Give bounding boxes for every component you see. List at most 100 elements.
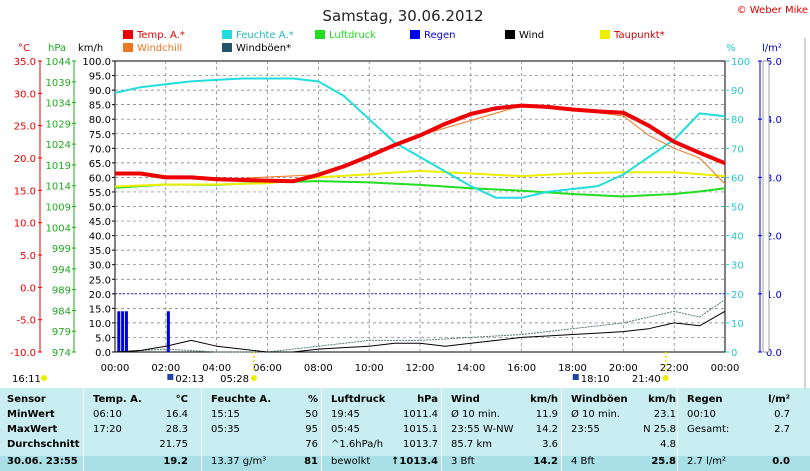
tick-label-wind: 0.0: [95, 348, 111, 359]
press-unit: hPa: [417, 394, 438, 405]
wind-axis-unit: km/h: [78, 43, 103, 54]
rain-header: Regen: [687, 394, 723, 405]
tick-label-pressure: 1009: [46, 203, 71, 214]
tick-label-rain: 2.0: [766, 232, 782, 243]
rain-row-value: 2.7: [774, 424, 790, 435]
sensor-row-label: 30.06. 23:55: [7, 456, 78, 467]
rain-bar: [166, 311, 170, 352]
press-row-value: 1015.1: [403, 424, 438, 435]
wind-row-value: 14.2: [535, 424, 558, 435]
tick-label-temp: 5.0: [20, 251, 36, 262]
tick-label-humidity: 80: [731, 115, 744, 126]
temp-row-value: 21.75: [159, 439, 188, 450]
sunrise-time-label: 05:28: [220, 374, 249, 385]
hum-row-value: 76: [305, 439, 318, 450]
column-separator: [677, 388, 678, 471]
tick-label-wind: 80.0: [89, 115, 111, 126]
rain-row-value: 0.7: [774, 409, 790, 420]
tick-label-wind: 55.0: [89, 188, 111, 199]
tick-label-humidity: 40: [731, 232, 744, 243]
tick-label-wind: 5.0: [95, 333, 111, 344]
tick-label-pressure: 984: [52, 306, 71, 317]
x-tick-label: 04:00: [202, 363, 231, 374]
moonrise-time-label: 02:13: [175, 374, 204, 385]
sun-icon: [41, 375, 47, 381]
sun-moon-markers: 16:11 02:13 05:28 18:10 21:40: [12, 352, 669, 385]
tick-label-humidity: 0: [731, 348, 737, 359]
moon-set-icon: [572, 374, 579, 380]
press-row-label: ^1.6hPa/h: [331, 439, 384, 450]
sensor-panel: [762, 60, 770, 353]
hum-row-value: 95: [305, 424, 318, 435]
series-line-taupunkt: [114, 169, 726, 188]
tick-label-pressure: 1019: [46, 161, 71, 172]
legend-label: Taupunkt*: [613, 30, 665, 41]
tick-label-wind: 95.0: [89, 72, 111, 83]
tick-label-pressure: 1024: [46, 140, 71, 151]
rain-row-label: 00:10: [687, 409, 716, 420]
sensor-row-label: MinWert: [7, 409, 55, 420]
gust-unit: km/h: [648, 394, 676, 405]
wind-row-value: 11.9: [535, 409, 558, 420]
tick-label-humidity: 30: [731, 261, 744, 272]
press-row-value: ↑1013.4: [391, 456, 438, 467]
temp-row-value: 28.3: [165, 424, 188, 435]
x-tick-label: 18:00: [558, 363, 587, 374]
legend-swatch: [600, 30, 610, 39]
legend-swatch: [315, 30, 325, 39]
series-line-feuchte-a: [114, 77, 726, 199]
hum-row-value: 81: [304, 456, 318, 467]
wind-row-label: Ø 10 min.: [451, 409, 500, 420]
tick-label-humidity: 50: [731, 203, 744, 214]
tick-label-pressure: 1034: [46, 99, 71, 110]
press-row-value: 1013.7: [403, 439, 438, 450]
press-row-label: 05:45: [331, 424, 360, 435]
hum-row-label: 05:35: [211, 424, 240, 435]
gust-row-value: N 25.8: [643, 424, 676, 435]
tick-label-humidity: 60: [731, 173, 744, 184]
gust-row-value: 25.8: [651, 456, 676, 467]
hum-row-label: 13.37 g/m³: [211, 456, 267, 467]
x-tick-label: 06:00: [253, 363, 282, 374]
wind-row-label: 3 Bft: [451, 456, 475, 467]
x-tick-label: 20:00: [609, 363, 638, 374]
press-header: Luftdruck: [331, 394, 386, 405]
x-tick-label: 22:00: [660, 363, 689, 374]
tick-label-humidity: 70: [731, 144, 744, 155]
wind-row-value: 3.6: [542, 439, 558, 450]
tick-label-temp: 15.0: [14, 186, 36, 197]
moon-rise-icon: [167, 374, 174, 380]
rain-bar: [121, 311, 125, 352]
legend-swatch: [410, 30, 420, 39]
sensor-header: Sensor: [7, 394, 46, 405]
gust-row-label: 23:55: [571, 424, 600, 435]
column-separator: [561, 388, 562, 471]
legend-swatch: [222, 30, 232, 39]
tick-label-pressure: 1039: [46, 78, 71, 89]
tick-label-wind: 15.0: [89, 304, 111, 315]
tick-label-pressure: 979: [52, 327, 71, 338]
series-line-temp-a: [115, 103, 726, 184]
wind-row-value: 14.2: [533, 456, 558, 467]
legend-label: Regen: [424, 30, 456, 41]
tick-label-temp: 30.0: [14, 89, 36, 100]
tick-label-temp: 35.0: [14, 57, 36, 68]
tick-label-wind: 70.0: [89, 144, 111, 155]
tick-label-wind: 30.0: [89, 261, 111, 272]
legend-swatch: [123, 30, 133, 39]
rain-row-label: 2.7 l/m²: [687, 456, 726, 467]
x-tick-label: 14:00: [456, 363, 485, 374]
column-separator: [441, 388, 442, 471]
legend-swatch: [123, 43, 133, 52]
legend-label: Feuchte A.*: [236, 30, 294, 41]
legend-label: Windböen*: [236, 43, 291, 54]
wind-row-label: 23:55 W-NW: [451, 424, 514, 435]
pressure-axis-unit: hPa: [48, 43, 66, 54]
gust-row-value: 4.8: [660, 439, 676, 450]
temp-row-value: 16.4: [165, 409, 188, 420]
copyright-label: © Weber Mike: [737, 5, 808, 16]
tick-label-pressure: 1044: [46, 57, 71, 68]
tick-label-rain: 4.0: [766, 115, 782, 126]
temp-axis-unit: °C: [18, 43, 30, 54]
x-tick-label: 00:00: [711, 363, 740, 374]
